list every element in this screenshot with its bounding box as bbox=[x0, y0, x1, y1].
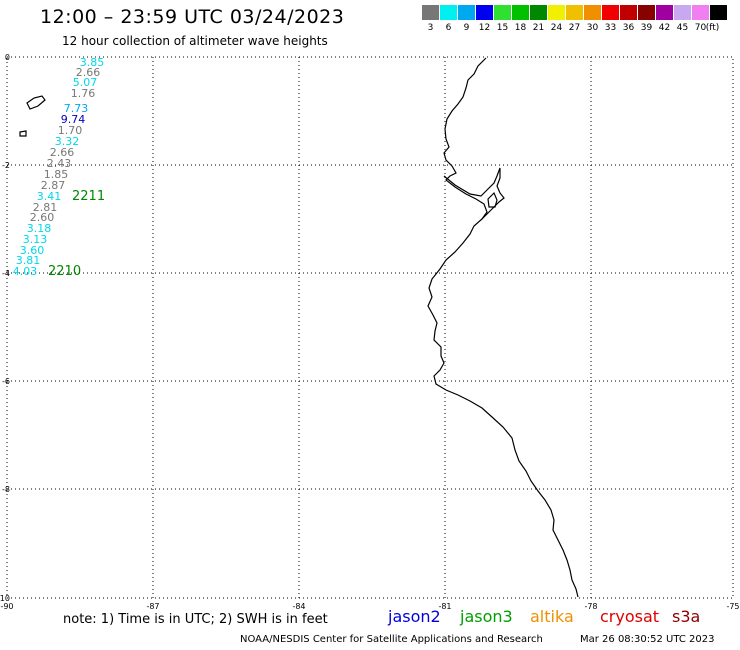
legend-label: 18 bbox=[514, 23, 527, 33]
swh-label: 2.87 bbox=[41, 179, 66, 192]
legend-swatch bbox=[638, 5, 655, 20]
grid-lines bbox=[7, 57, 733, 598]
legend-label: 70 bbox=[694, 23, 707, 33]
legend-label: 39 bbox=[640, 23, 653, 33]
legend-label: (ft) bbox=[705, 23, 720, 33]
legend-swatch bbox=[584, 5, 601, 20]
legend-swatch bbox=[440, 5, 457, 20]
legend-swatch bbox=[566, 5, 583, 20]
galapagos-island-small bbox=[19, 130, 27, 137]
legend-label: 6 bbox=[445, 23, 452, 33]
legend-label: 27 bbox=[568, 23, 581, 33]
legend-swatch bbox=[512, 5, 529, 20]
swh-label: 2.66 bbox=[76, 66, 101, 79]
map-frame bbox=[6, 56, 734, 599]
map-subtitle: 12 hour collection of altimeter wave hei… bbox=[62, 34, 328, 48]
swh-label: 1.70 bbox=[58, 124, 83, 137]
legend-label: 33 bbox=[604, 23, 617, 33]
swh-label: 3.18 bbox=[27, 222, 52, 235]
satellite-name: jason2 bbox=[388, 607, 441, 626]
swh-label: 1.76 bbox=[71, 87, 96, 100]
swh-label: 1.85 bbox=[44, 168, 69, 181]
legend-label: 45 bbox=[676, 23, 689, 33]
satellite-name: jason3 bbox=[460, 607, 513, 626]
coastline bbox=[427, 57, 579, 598]
swh-label: 2.66 bbox=[50, 146, 75, 159]
legend-label: 21 bbox=[532, 23, 545, 33]
legend-label: 9 bbox=[463, 23, 470, 33]
swh-label: 3.41 bbox=[37, 190, 62, 203]
map-title: 12:00 – 23:59 UTC 03/24/2023 bbox=[40, 6, 345, 28]
swh-label: 7.73 bbox=[64, 102, 89, 115]
galapagos-island-large bbox=[26, 95, 46, 110]
swh-label: 3.85 bbox=[80, 56, 105, 69]
y-tick-label: -6 bbox=[2, 377, 10, 386]
legend-swatch bbox=[530, 5, 547, 20]
y-tick-label: -8 bbox=[2, 485, 10, 494]
legend-swatch bbox=[494, 5, 511, 20]
swh-label: 3.32 bbox=[55, 135, 80, 148]
swh-label: 2.81 bbox=[33, 201, 58, 214]
x-tick-label: -81 bbox=[438, 602, 451, 611]
legend-swatch bbox=[422, 5, 439, 20]
y-tick-label: 0 bbox=[5, 53, 10, 62]
legend-swatch bbox=[458, 5, 475, 20]
swh-label: 4.03 bbox=[13, 265, 38, 278]
satellite-name: altika bbox=[530, 607, 574, 626]
axis-tick-labels: -90 -87 -84 -81 -78 -75 0 -2 -4 -6 -8 -10 bbox=[0, 53, 740, 611]
legend-swatch bbox=[602, 5, 619, 20]
x-tick-label: -84 bbox=[292, 602, 305, 611]
x-tick-label: -78 bbox=[584, 602, 597, 611]
satellite-name: s3a bbox=[672, 607, 701, 626]
x-tick-label: -87 bbox=[146, 602, 159, 611]
y-tick-label: -2 bbox=[2, 161, 10, 170]
legend-swatch bbox=[656, 5, 673, 20]
legend-swatch bbox=[620, 5, 637, 20]
swh-label: 5.07 bbox=[73, 76, 98, 89]
legend-label: 12 bbox=[478, 23, 491, 33]
legend-swatch bbox=[674, 5, 691, 20]
legend-label: 24 bbox=[550, 23, 563, 33]
swh-label: 3.60 bbox=[20, 244, 45, 257]
credit-text: NOAA/NESDIS Center for Satellite Applica… bbox=[240, 634, 543, 645]
altimeter-track: 3.852.665.071.767.739.741.703.322.662.43… bbox=[13, 56, 105, 279]
timestamp: Mar 26 08:30:52 UTC 2023 bbox=[580, 634, 715, 645]
x-tick-label: -75 bbox=[726, 602, 739, 611]
legend-label: 3 bbox=[427, 23, 434, 33]
time-label: 2211 bbox=[72, 189, 105, 204]
swh-label: 9.74 bbox=[61, 113, 86, 126]
legend-swatch bbox=[548, 5, 565, 20]
legend-label: 30 bbox=[586, 23, 599, 33]
swh-label: 3.13 bbox=[23, 233, 48, 246]
legend-swatch bbox=[476, 5, 493, 20]
legend-label: 42 bbox=[658, 23, 671, 33]
x-tick-label: -90 bbox=[0, 602, 13, 611]
satellite-name: cryosat bbox=[600, 607, 660, 626]
legend-swatch bbox=[710, 5, 727, 20]
legend-swatch bbox=[692, 5, 709, 20]
y-tick-label: -4 bbox=[2, 269, 10, 278]
swh-label: 3.81 bbox=[16, 254, 41, 267]
time-label: 2210 bbox=[48, 264, 81, 279]
swh-label: 2.43 bbox=[47, 157, 72, 170]
legend-label: 36 bbox=[622, 23, 635, 33]
legend-label: 15 bbox=[496, 23, 509, 33]
footer-note: note: 1) Time is in UTC; 2) SWH is in fe… bbox=[63, 612, 328, 627]
y-tick-label: -10 bbox=[0, 594, 10, 603]
swh-label: 2.60 bbox=[30, 211, 55, 224]
puna-island bbox=[487, 191, 498, 208]
